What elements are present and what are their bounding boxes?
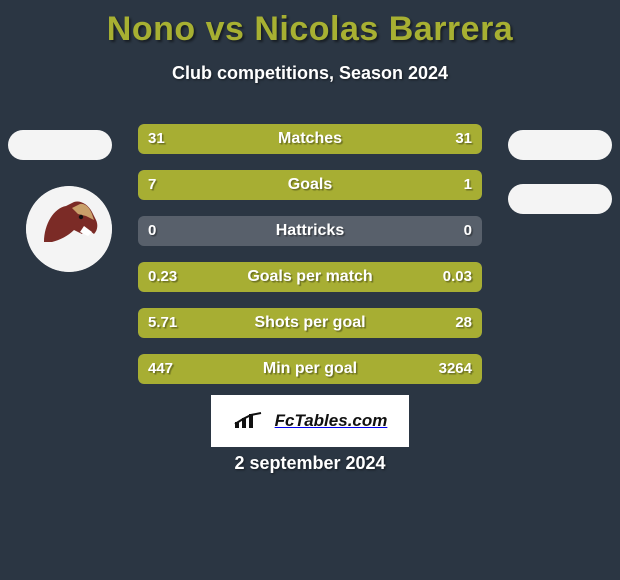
stat-bar-left bbox=[138, 262, 482, 292]
player-left-badge-small bbox=[8, 130, 112, 160]
stat-row-shots-per-goal: 5.71 Shots per goal 28 bbox=[138, 308, 482, 338]
stat-bar-left bbox=[138, 170, 399, 200]
page-title: Nono vs Nicolas Barrera bbox=[0, 0, 620, 49]
brand-text: FcTables.com bbox=[275, 411, 388, 431]
stat-bar-right bbox=[310, 124, 482, 154]
player-right-badge-small-2 bbox=[508, 184, 612, 214]
player-left-avatar bbox=[26, 186, 112, 272]
stat-value-right: 0 bbox=[464, 216, 472, 246]
stat-row-goals: 7 Goals 1 bbox=[138, 170, 482, 200]
stat-bar-left bbox=[138, 354, 482, 384]
stat-row-hattricks: 0 Hattricks 0 bbox=[138, 216, 482, 246]
stat-bar-right bbox=[399, 170, 482, 200]
stat-row-goals-per-match: 0.23 Goals per match 0.03 bbox=[138, 262, 482, 292]
stat-row-matches: 31 Matches 31 bbox=[138, 124, 482, 154]
comparison-area: 31 Matches 31 7 Goals 1 0 Hattricks 0 0.… bbox=[0, 124, 620, 424]
brand-link[interactable]: FcTables.com bbox=[211, 395, 409, 447]
stat-bars: 31 Matches 31 7 Goals 1 0 Hattricks 0 0.… bbox=[138, 124, 482, 384]
stat-value-left: 0 bbox=[148, 216, 156, 246]
stat-bar-left bbox=[138, 124, 310, 154]
stat-label: Hattricks bbox=[138, 216, 482, 246]
subtitle: Club competitions, Season 2024 bbox=[0, 63, 620, 84]
date-label: 2 september 2024 bbox=[0, 453, 620, 474]
stat-bar-left bbox=[138, 308, 482, 338]
stat-row-min-per-goal: 447 Min per goal 3264 bbox=[138, 354, 482, 384]
wolf-logo-icon bbox=[26, 186, 112, 272]
player-right-badge-small bbox=[508, 130, 612, 160]
brand-chart-icon bbox=[233, 412, 265, 430]
